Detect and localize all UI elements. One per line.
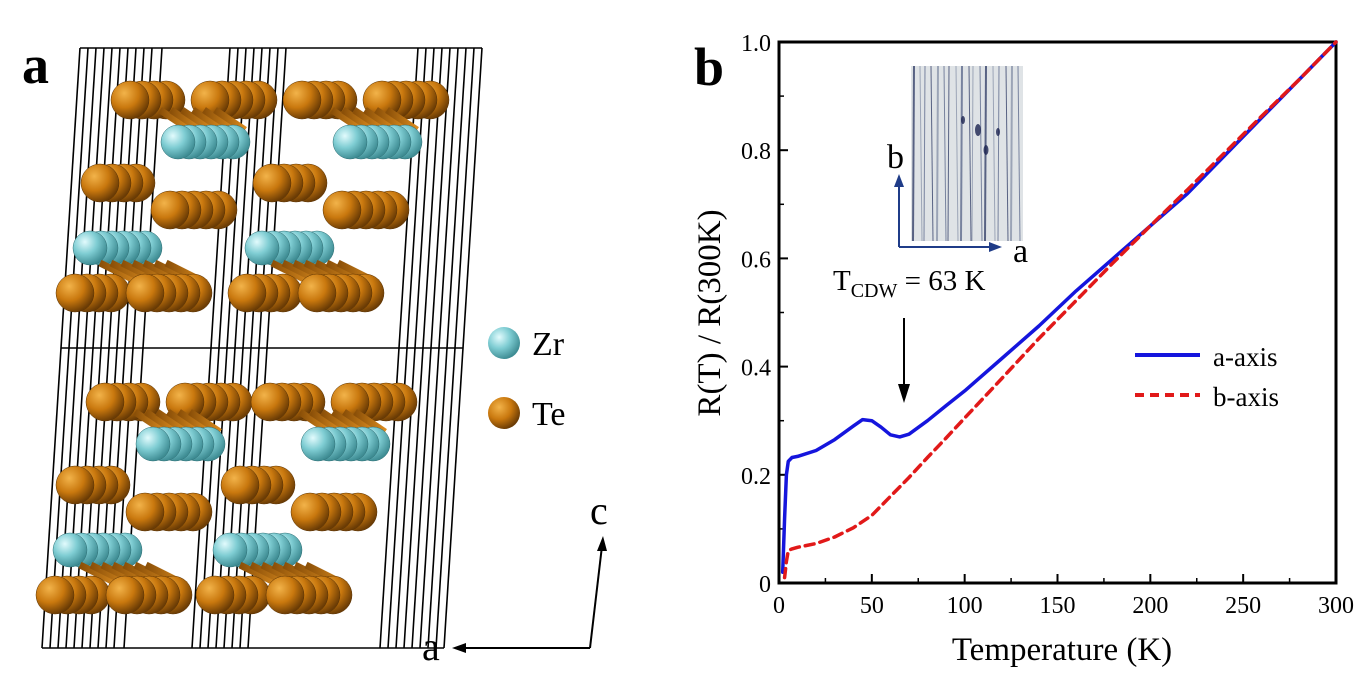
y-tick-label: 0.8 [741, 139, 771, 165]
legend-b-axis-label: b-axis [1213, 382, 1279, 412]
y-tick-label: 0.4 [741, 356, 771, 382]
te-atom [290, 492, 330, 532]
sample-streak [930, 65, 934, 242]
panel-a-crystal-structure: a Zr Te a c [0, 0, 640, 686]
sample-spot [983, 145, 989, 155]
sample-photo [911, 66, 1023, 241]
te-atom [297, 273, 337, 313]
y-tick-label: 0 [759, 572, 771, 598]
sample-streak [968, 65, 972, 242]
cdw-annotation: TCDW = 63 K [833, 265, 985, 403]
te-atom [80, 163, 120, 203]
te-atom [250, 382, 290, 422]
sample-streak [992, 65, 996, 242]
data-series [780, 40, 1338, 580]
chart-legend: a-axis b-axis [1135, 342, 1279, 412]
a-axis-label: a [422, 624, 440, 669]
sample-streak [923, 65, 926, 242]
zr-atom [160, 124, 196, 160]
x-tick-label: 250 [1225, 593, 1261, 619]
sample-streak [936, 65, 939, 242]
te-atom [252, 163, 292, 203]
legend-a-axis-label: a-axis [1213, 342, 1277, 372]
sample-spot [996, 128, 1000, 136]
sample-streak [960, 65, 963, 242]
te-atom [322, 190, 362, 230]
sample-photo-streaks [912, 65, 1021, 242]
zr-legend-swatch [488, 327, 520, 359]
te-atom [35, 575, 75, 615]
zr-atom [52, 532, 88, 568]
c-axis-arrowhead [597, 536, 607, 551]
te-atom [282, 80, 322, 120]
cdw-transition-label: TCDW = 63 K [833, 265, 985, 302]
te-atom [55, 465, 95, 505]
y-axis-title: R(T) / R(300K) [692, 209, 728, 416]
atom-clusters [35, 80, 450, 615]
y-tick-label: 0.2 [741, 464, 771, 490]
a-axis-arrowhead [452, 643, 466, 653]
x-tick-label: 0 [773, 593, 785, 619]
panel-b-label: b [694, 37, 724, 97]
te-atom [195, 575, 235, 615]
x-tick-label: 150 [1040, 593, 1076, 619]
inset-b-arrowhead [894, 174, 904, 187]
panel-b-resistance-chart: b 0 50 100 150 200 250 300 0 0.2 0.4 0.6 0.8 1.0 Tem… [680, 0, 1365, 686]
x-tick-label: 50 [860, 593, 884, 619]
y-tick-label: 1.0 [741, 31, 771, 57]
x-tick-label: 300 [1318, 593, 1354, 619]
cdw-arrowhead [898, 384, 910, 403]
te-atom [85, 382, 125, 422]
sample-streak [955, 65, 959, 242]
inset-a-arrowhead [989, 242, 1002, 252]
series-line-b-axis [782, 40, 1338, 580]
inset-a-label: a [1013, 233, 1028, 270]
tick-labels: 0 50 100 150 200 250 300 0 0.2 0.4 0.6 0.8 1.0 [741, 31, 1354, 619]
y-tick-label: 0.6 [741, 247, 771, 273]
x-tick-label: 200 [1132, 593, 1168, 619]
c-axis-label: c [590, 488, 608, 533]
te-atom [55, 273, 95, 313]
sample-streak [912, 65, 915, 242]
sample-streak [1005, 65, 1009, 242]
x-tick-label: 100 [947, 593, 983, 619]
zr-atom [332, 124, 368, 160]
x-axis-title: Temperature (K) [952, 632, 1172, 668]
te-legend-swatch [488, 397, 520, 429]
te-legend-label: Te [532, 396, 566, 433]
te-atom [227, 273, 267, 313]
crystal-structure-figure: a Zr Te a c [22, 35, 608, 669]
zr-atom [244, 230, 280, 266]
sample-inset: a b [887, 65, 1028, 270]
sample-streak [947, 65, 950, 242]
sample-streak [1010, 65, 1013, 242]
zr-atom [212, 532, 248, 568]
zr-atom [135, 426, 171, 462]
series-line-a-axis [780, 40, 1338, 574]
zr-legend-label: Zr [532, 326, 565, 363]
te-atom [220, 465, 260, 505]
c-axis-arrow [589, 545, 603, 649]
sample-streak [979, 65, 983, 242]
zr-atom [72, 230, 108, 266]
zr-atom [300, 426, 336, 462]
crystal-axes: a c [422, 488, 608, 669]
te-atom [105, 575, 145, 615]
te-atom [150, 190, 190, 230]
inset-b-label: b [887, 139, 904, 176]
te-atom [125, 273, 165, 313]
te-atom [110, 80, 150, 120]
element-legend: Zr Te [488, 326, 566, 433]
sample-spot [975, 124, 981, 136]
sample-streak [919, 65, 923, 242]
sample-spot [961, 116, 965, 124]
sample-streak [997, 65, 1000, 242]
panel-a-label: a [22, 35, 49, 95]
resistance-chart: b 0 50 100 150 200 250 300 0 0.2 0.4 0.6 0.8 1.0 Tem… [692, 31, 1354, 668]
sample-streak [971, 65, 974, 242]
sample-streak [1017, 65, 1021, 242]
te-atom [265, 575, 305, 615]
sample-streak [943, 65, 947, 242]
